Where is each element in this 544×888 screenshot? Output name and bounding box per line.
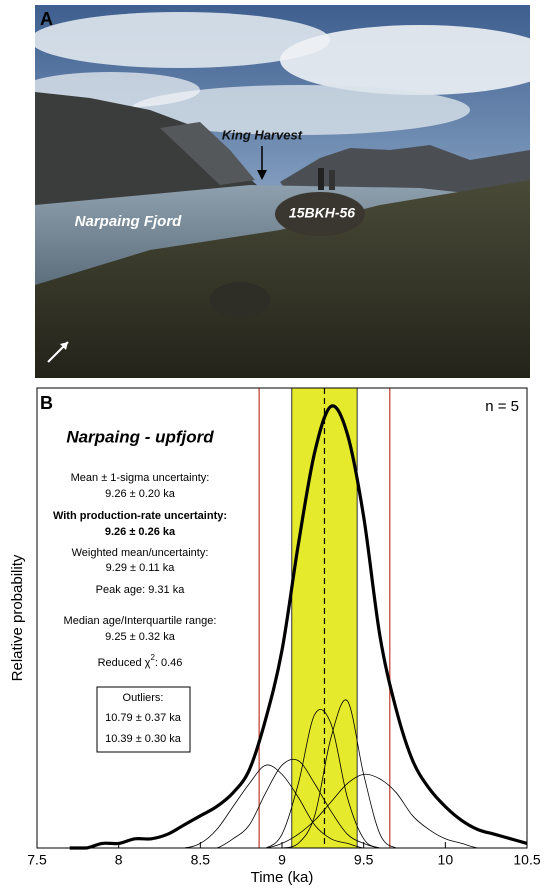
stat-line: With production-rate uncertainty: (53, 510, 227, 522)
chart-title: Narpaing - upfjord (66, 427, 214, 446)
summed-curve (69, 404, 528, 850)
x-tick-label: 8 (115, 852, 123, 868)
panel-label: B (40, 393, 53, 413)
chi-prefix: Reduced χ (98, 657, 151, 669)
outliers-title: Outliers: (123, 692, 164, 704)
x-axis-label: Time (ka) (251, 869, 314, 886)
chi-square: Reduced χ2: 0.46 (98, 653, 183, 669)
annotation: Narpaing Fjord (75, 213, 183, 230)
x-tick-label: 10.5 (513, 852, 540, 868)
stat-line: Weighted mean/uncertainty: (72, 547, 209, 559)
outlier: 10.39 ± 0.30 ka (105, 733, 182, 745)
outlier: 10.79 ± 0.37 ka (105, 712, 182, 724)
panel-label: A (40, 9, 53, 29)
annotation: King Harvest (222, 127, 303, 142)
annotation: 15BKH-56 (289, 205, 355, 221)
x-tick-label: 9 (278, 852, 286, 868)
stat-line: 9.25 ± 0.32 ka (105, 631, 176, 643)
x-tick-label: 10 (438, 852, 454, 868)
chi-superscript: 2 (150, 653, 155, 662)
outliers-box (96, 686, 191, 753)
x-tick-label: 7.5 (27, 852, 47, 868)
stat-line: Peak age: 9.31 ka (96, 584, 186, 596)
n-label: n = 5 (485, 398, 519, 415)
x-tick-label: 8.5 (191, 852, 211, 868)
stat-line: 9.26 ± 0.26 ka (105, 526, 176, 538)
stat-line: Mean ± 1-sigma uncertainty: (71, 472, 210, 484)
plot (69, 387, 528, 850)
stat-line: 9.29 ± 0.11 ka (106, 562, 176, 574)
y-axis-label: Relative probability (9, 554, 26, 681)
photo (35, 5, 530, 378)
stat-line: Median age/Interquartile range: (64, 615, 217, 627)
stat-line: 9.26 ± 0.20 ka (105, 488, 176, 500)
x-tick-label: 9.5 (354, 852, 374, 868)
chi-suffix: : 0.46 (155, 657, 183, 669)
